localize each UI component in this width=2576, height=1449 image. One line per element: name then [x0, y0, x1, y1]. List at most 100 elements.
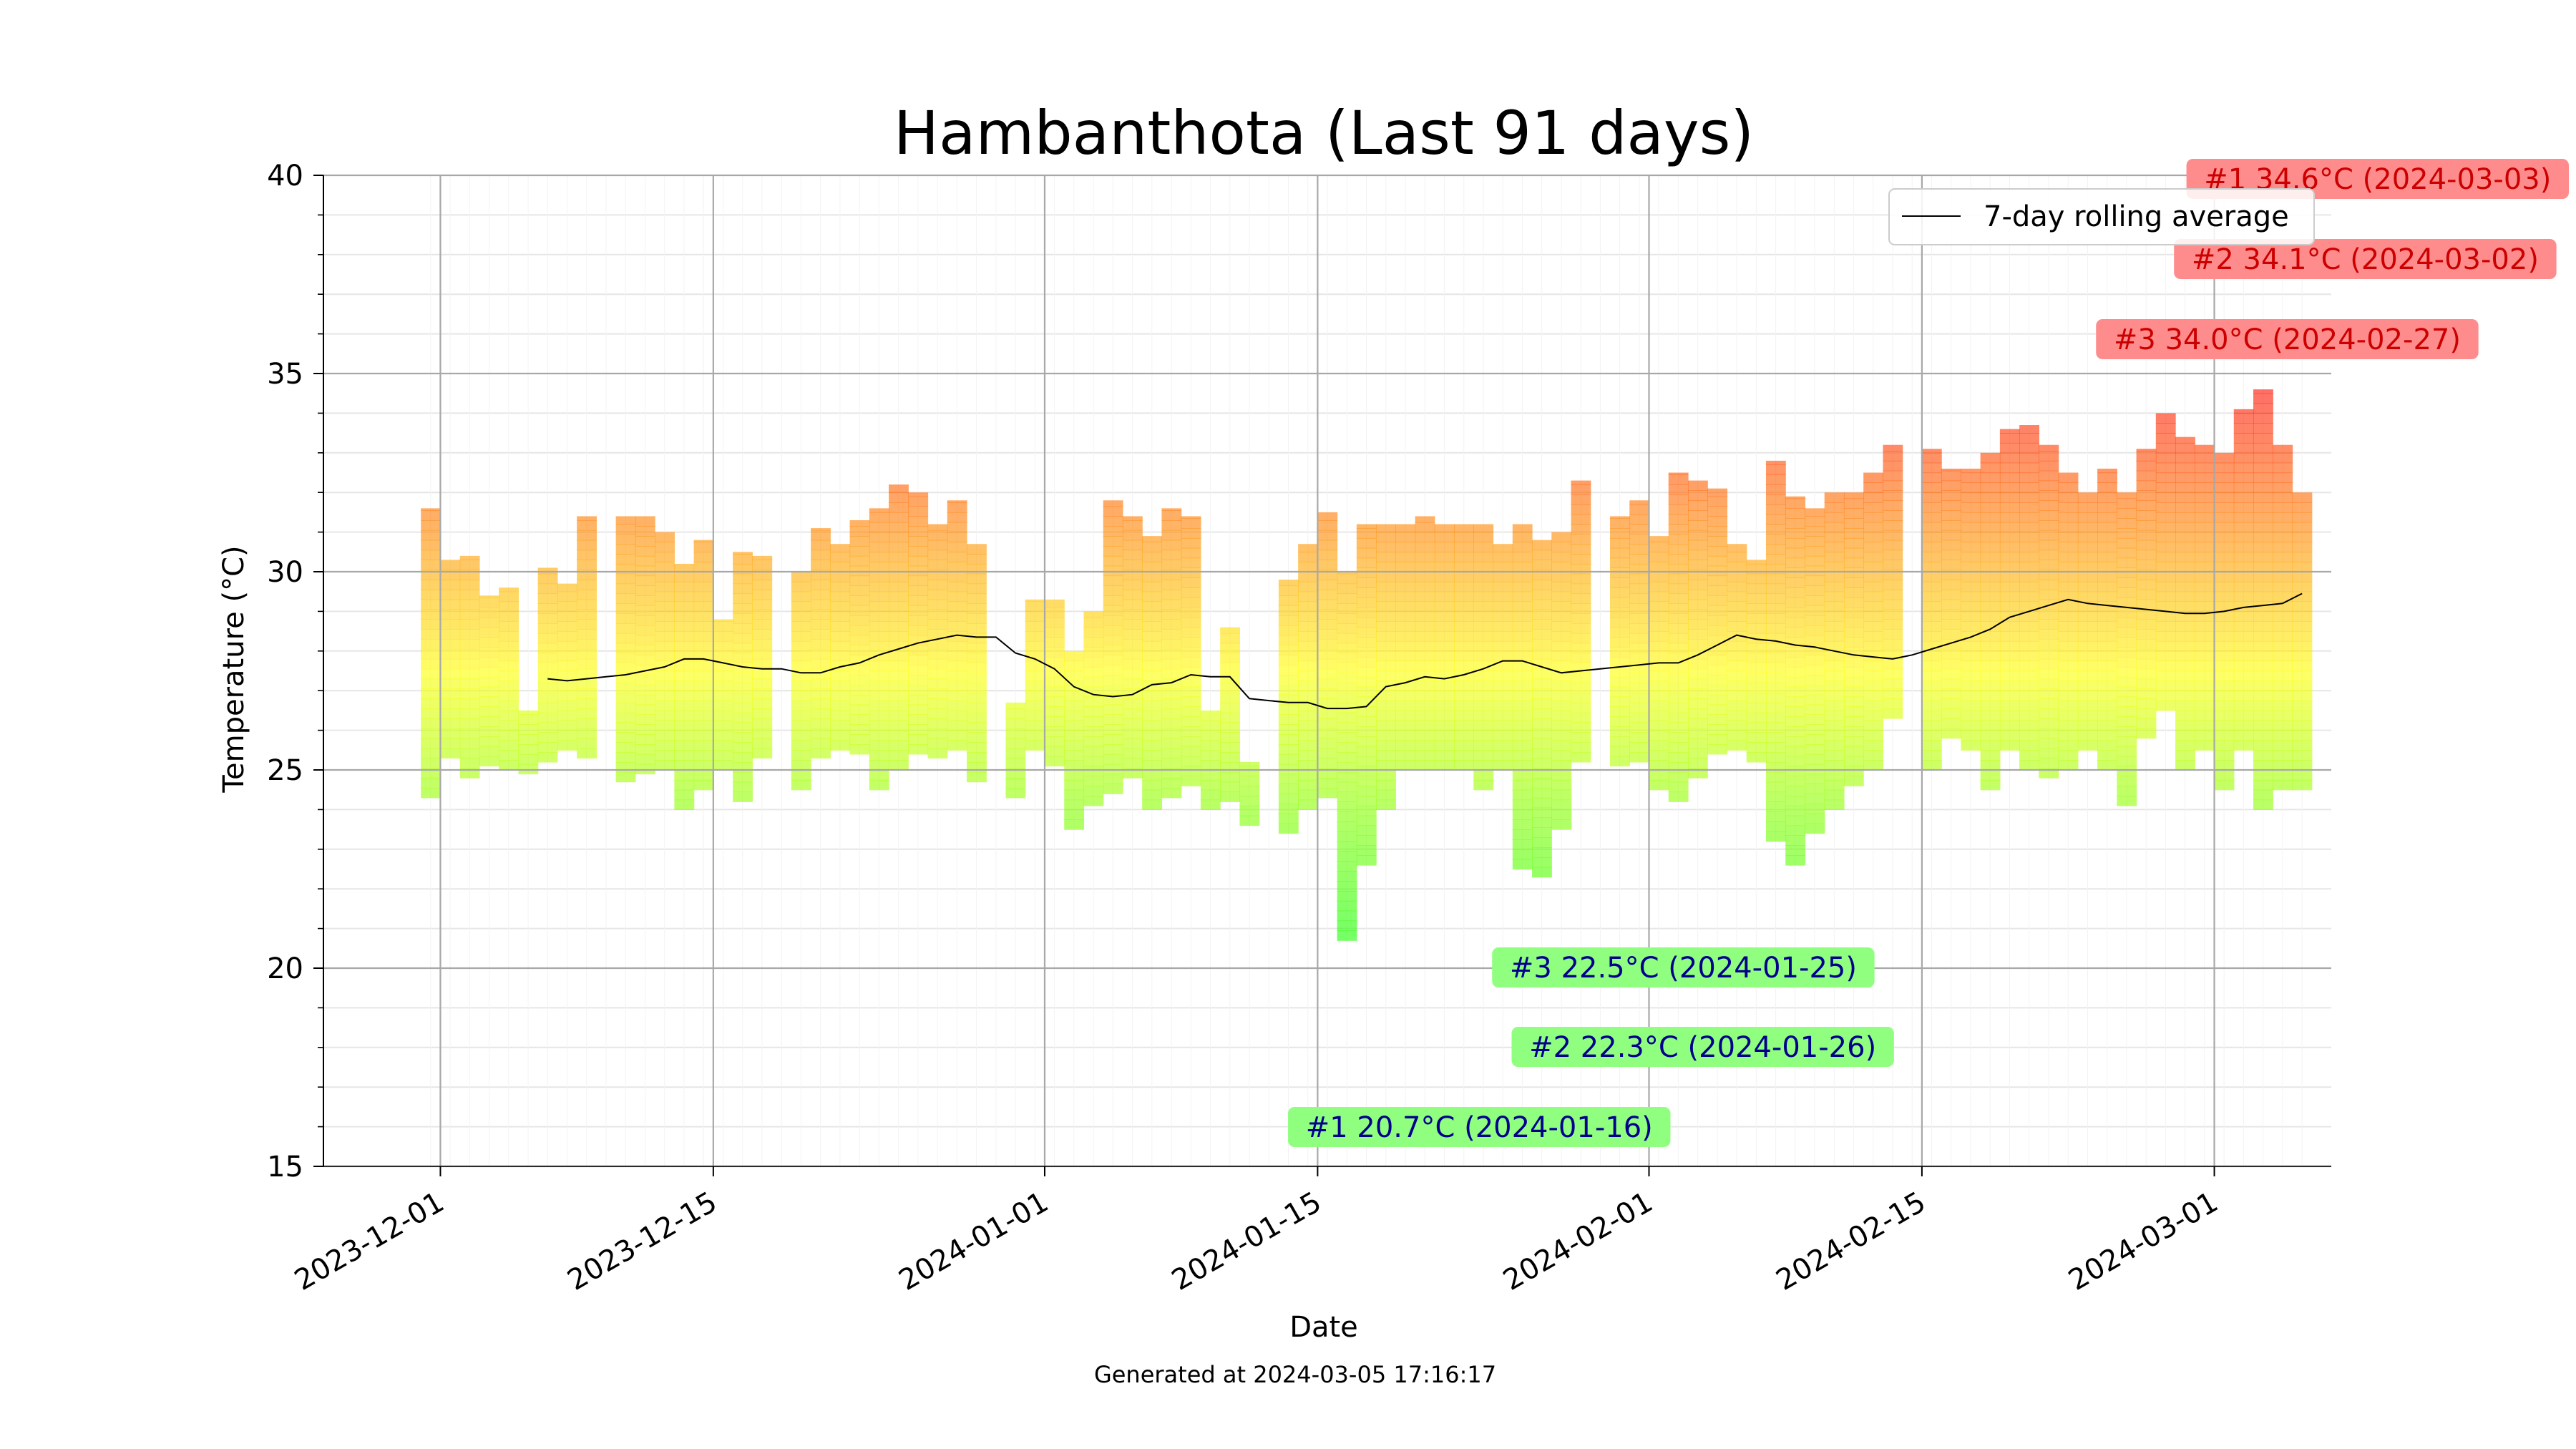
temperature-bar-segment — [1337, 752, 1357, 763]
temperature-bar-segment — [1649, 779, 1669, 791]
temperature-bar-segment — [2155, 532, 2176, 543]
temperature-bar-segment — [1142, 562, 1163, 572]
temperature-bar-segment — [1687, 599, 1708, 610]
temperature-bar-segment — [2117, 518, 2137, 529]
temperature-bar-segment — [499, 670, 519, 681]
temperature-bar-segment — [1512, 829, 1533, 840]
temperature-bar-segment — [1298, 740, 1318, 751]
temperature-bar-segment — [2117, 577, 2137, 588]
temperature-bar-segment — [1103, 625, 1123, 636]
temperature-bar-segment — [557, 701, 577, 711]
temperature-bar-segment — [1999, 433, 2020, 444]
temperature-bar-segment — [1044, 676, 1065, 688]
temperature-bar — [1707, 488, 1728, 755]
temperature-bar-segment — [2039, 460, 2059, 472]
temperature-bar-segment — [2214, 482, 2235, 493]
temperature-bar-segment — [2292, 750, 2313, 761]
temperature-bar-segment — [2077, 631, 2098, 642]
temperature-bar-segment — [1376, 750, 1396, 761]
temperature-bar-segment — [1532, 847, 1552, 858]
temperature-bar-segment — [655, 601, 675, 612]
temperature-bar-segment — [2058, 720, 2079, 731]
temperature-bar-segment — [2175, 650, 2195, 662]
temperature-bar-segment — [1044, 706, 1065, 717]
temperature-bar-segment — [1356, 825, 1377, 836]
temperature-bar-segment — [2214, 562, 2235, 572]
temperature-bar-segment — [1843, 627, 1864, 638]
temperature-bar-segment — [615, 712, 636, 723]
temperature-bar-segment — [1629, 583, 1650, 595]
temperature-bar-segment — [1980, 660, 2001, 672]
temperature-bar — [2253, 389, 2273, 810]
temperature-bar-segment — [1356, 815, 1377, 826]
temperature-bar-segment — [440, 589, 461, 600]
temperature-bar-segment — [1765, 801, 1786, 812]
temperature-bar-segment — [2253, 532, 2273, 543]
temperature-bar-segment — [1317, 609, 1338, 620]
temperature-bar-segment — [479, 676, 499, 688]
temperature-bar-segment — [2039, 580, 2059, 590]
temperature-bar-segment — [1142, 536, 1163, 543]
temperature-bar — [674, 563, 695, 810]
temperature-bar-segment — [1999, 512, 2020, 523]
temperature-bar-segment — [1376, 799, 1396, 810]
temperature-bar-segment — [1863, 581, 1884, 592]
temperature-bar-segment — [1278, 655, 1299, 665]
temperature-bar-segment — [577, 639, 597, 650]
temperature-bar-segment — [2233, 701, 2254, 711]
temperature-bar-segment — [1610, 637, 1630, 648]
temperature-bar-segment — [2233, 591, 2254, 602]
temperature-bar-segment — [2195, 482, 2215, 493]
temperature-bar-segment — [791, 660, 811, 672]
temperature-bar-segment — [1687, 738, 1708, 749]
temperature-bar-segment — [1727, 611, 1747, 622]
temperature-bar-segment — [1337, 930, 1357, 941]
temperature-bar-segment — [1863, 591, 1884, 602]
temperature-bar-segment — [440, 629, 461, 640]
temperature-bar-segment — [2097, 611, 2117, 622]
temperature-bar-segment — [479, 647, 499, 658]
temperature-bar — [459, 555, 480, 779]
temperature-bar-segment — [908, 734, 929, 745]
temperature-bar — [1629, 500, 1650, 763]
temperature-bar-segment — [1122, 519, 1143, 531]
temperature-bar-segment — [1454, 710, 1474, 721]
temperature-bar-segment — [1122, 540, 1143, 551]
temperature-bar-segment — [1883, 658, 1903, 670]
temperature-bar-segment — [791, 611, 811, 622]
temperature-bar-segment — [537, 683, 558, 693]
temperature-bar-segment — [1687, 540, 1708, 551]
temperature-bar-segment — [2058, 492, 2079, 503]
temperature-bar-segment — [1103, 724, 1123, 735]
temperature-bar-segment — [1707, 516, 1728, 527]
temperature-bar-segment — [1824, 670, 1845, 681]
temperature-bar-segment — [869, 611, 889, 622]
temperature-bar-segment — [2273, 552, 2293, 562]
temperature-bar-segment — [967, 573, 987, 585]
temperature-bar-segment — [947, 740, 967, 751]
temperature-bar-segment — [1376, 670, 1396, 681]
temperature-bar-segment — [693, 581, 714, 592]
temperature-bar-segment — [752, 589, 773, 600]
temperature-bar-segment — [2019, 730, 2039, 741]
temperature-bar-segment — [927, 560, 948, 570]
temperature-bar-segment — [1454, 524, 1474, 533]
temperature-bar-segment — [1941, 550, 1961, 560]
temperature-bar-segment — [1473, 660, 1494, 672]
temperature-bar-segment — [1999, 730, 2020, 741]
temperature-bar-segment — [1025, 670, 1045, 681]
temperature-bar-segment — [927, 678, 948, 690]
temperature-bar-segment — [1161, 530, 1182, 541]
temperature-bar-segment — [1337, 881, 1357, 892]
temperature-bar-segment — [1395, 660, 1416, 672]
temperature-bar-segment — [635, 714, 655, 725]
temperature-bar-segment — [1161, 688, 1182, 699]
temperature-bar — [1161, 508, 1182, 799]
temperature-bar-segment — [1999, 701, 2020, 711]
temperature-bar-segment — [1220, 692, 1241, 703]
temperature-bar-segment — [2214, 720, 2235, 731]
temperature-bar-segment — [1629, 653, 1650, 664]
temperature-bar-segment — [889, 631, 909, 642]
temperature-bar-segment — [459, 718, 480, 729]
temperature-bar-segment — [927, 589, 948, 600]
